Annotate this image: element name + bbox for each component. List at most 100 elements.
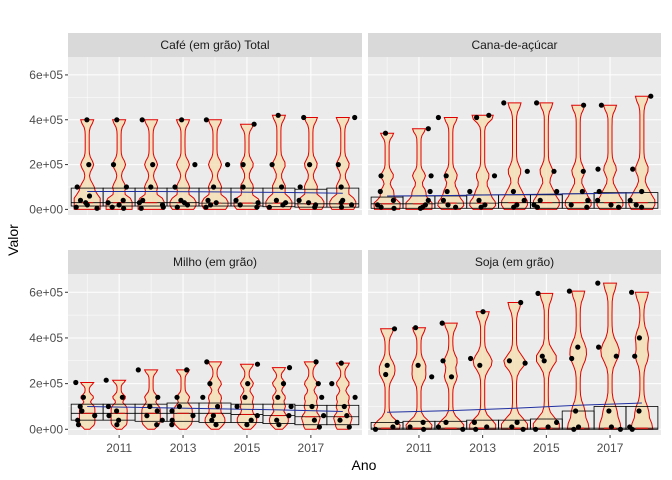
data-point xyxy=(74,184,80,190)
data-point xyxy=(554,188,560,195)
data-point xyxy=(420,419,426,425)
data-point xyxy=(150,162,156,168)
data-point xyxy=(534,204,541,210)
data-point xyxy=(616,204,622,210)
data-point xyxy=(311,417,317,423)
data-point xyxy=(315,381,321,387)
data-point xyxy=(575,344,581,350)
data-point xyxy=(73,379,79,386)
data-point xyxy=(585,197,591,203)
data-point xyxy=(428,173,434,179)
data-point xyxy=(269,162,275,168)
data-point xyxy=(119,394,125,400)
smooth-trend-line xyxy=(387,402,642,413)
data-point xyxy=(203,204,209,210)
data-point xyxy=(476,197,482,203)
facet-panel: Café (em grão) Total 0e+00 2e+05 4e+05 6e+05 xyxy=(29,33,362,216)
data-point xyxy=(120,197,126,203)
data-point xyxy=(425,197,431,203)
data-point xyxy=(207,381,213,387)
data-point xyxy=(636,408,642,414)
data-point xyxy=(391,326,398,332)
data-point xyxy=(425,126,431,132)
data-point xyxy=(297,184,303,190)
data-point xyxy=(169,408,175,414)
data-point xyxy=(286,413,292,419)
data-point xyxy=(114,117,120,123)
violin-shape xyxy=(500,102,529,210)
violin-shape xyxy=(265,114,293,210)
data-point xyxy=(77,197,84,203)
data-point xyxy=(211,184,217,190)
data-point xyxy=(114,408,120,414)
data-point xyxy=(435,424,441,430)
data-point xyxy=(307,162,313,168)
data-point xyxy=(468,355,474,362)
data-point xyxy=(486,112,492,118)
data-point xyxy=(306,200,312,206)
violin-shape xyxy=(329,117,357,210)
data-point xyxy=(341,403,347,410)
data-point xyxy=(629,289,635,295)
data-point xyxy=(75,422,82,428)
data-point xyxy=(279,184,285,190)
data-point xyxy=(106,413,112,419)
data-point xyxy=(301,114,307,121)
data-point xyxy=(237,202,243,208)
data-point xyxy=(103,377,109,383)
data-point xyxy=(254,204,260,210)
data-point xyxy=(79,408,85,414)
data-point xyxy=(210,413,216,419)
data-point xyxy=(352,394,358,400)
data-point xyxy=(514,419,520,425)
data-point xyxy=(174,204,180,210)
data-point xyxy=(509,424,515,430)
data-point xyxy=(139,117,145,123)
data-point xyxy=(417,205,423,211)
y-tick-label: 0e+00 xyxy=(29,422,63,436)
data-point xyxy=(639,204,645,210)
data-point xyxy=(184,202,191,208)
data-point xyxy=(534,100,540,106)
data-point xyxy=(138,205,144,211)
data-point xyxy=(484,424,490,430)
violin-shape xyxy=(405,327,433,430)
data-point xyxy=(319,394,325,400)
data-point xyxy=(445,202,451,208)
data-point xyxy=(537,197,543,203)
data-point xyxy=(633,202,639,208)
data-point xyxy=(169,417,175,423)
data-point xyxy=(639,188,645,195)
data-point xyxy=(274,417,280,423)
data-point xyxy=(617,426,624,432)
data-point xyxy=(147,403,153,410)
facet-title: Milho (em grão) xyxy=(173,255,257,269)
data-point xyxy=(190,413,196,419)
data-point xyxy=(478,204,484,210)
data-point xyxy=(213,422,219,428)
x-tick-label: 2017 xyxy=(298,441,325,455)
facet-strip xyxy=(68,33,362,57)
data-point xyxy=(121,205,127,211)
data-point xyxy=(276,422,282,428)
data-point xyxy=(77,403,83,410)
data-point xyxy=(280,202,286,208)
data-point xyxy=(566,288,573,294)
data-point xyxy=(448,374,455,380)
data-point xyxy=(511,204,517,210)
data-point xyxy=(474,114,480,121)
data-point xyxy=(520,426,526,432)
data-point xyxy=(435,114,441,121)
data-point xyxy=(251,121,257,127)
facet-title: Café (em grão) Total xyxy=(160,38,269,52)
data-point xyxy=(390,424,396,430)
data-point xyxy=(501,100,507,106)
data-point xyxy=(378,173,384,179)
data-point xyxy=(105,403,111,410)
data-point xyxy=(596,188,602,195)
data-point xyxy=(144,413,150,419)
data-point xyxy=(148,184,154,190)
facet-strip xyxy=(368,33,661,57)
data-point xyxy=(286,365,293,371)
data-point xyxy=(80,394,86,400)
